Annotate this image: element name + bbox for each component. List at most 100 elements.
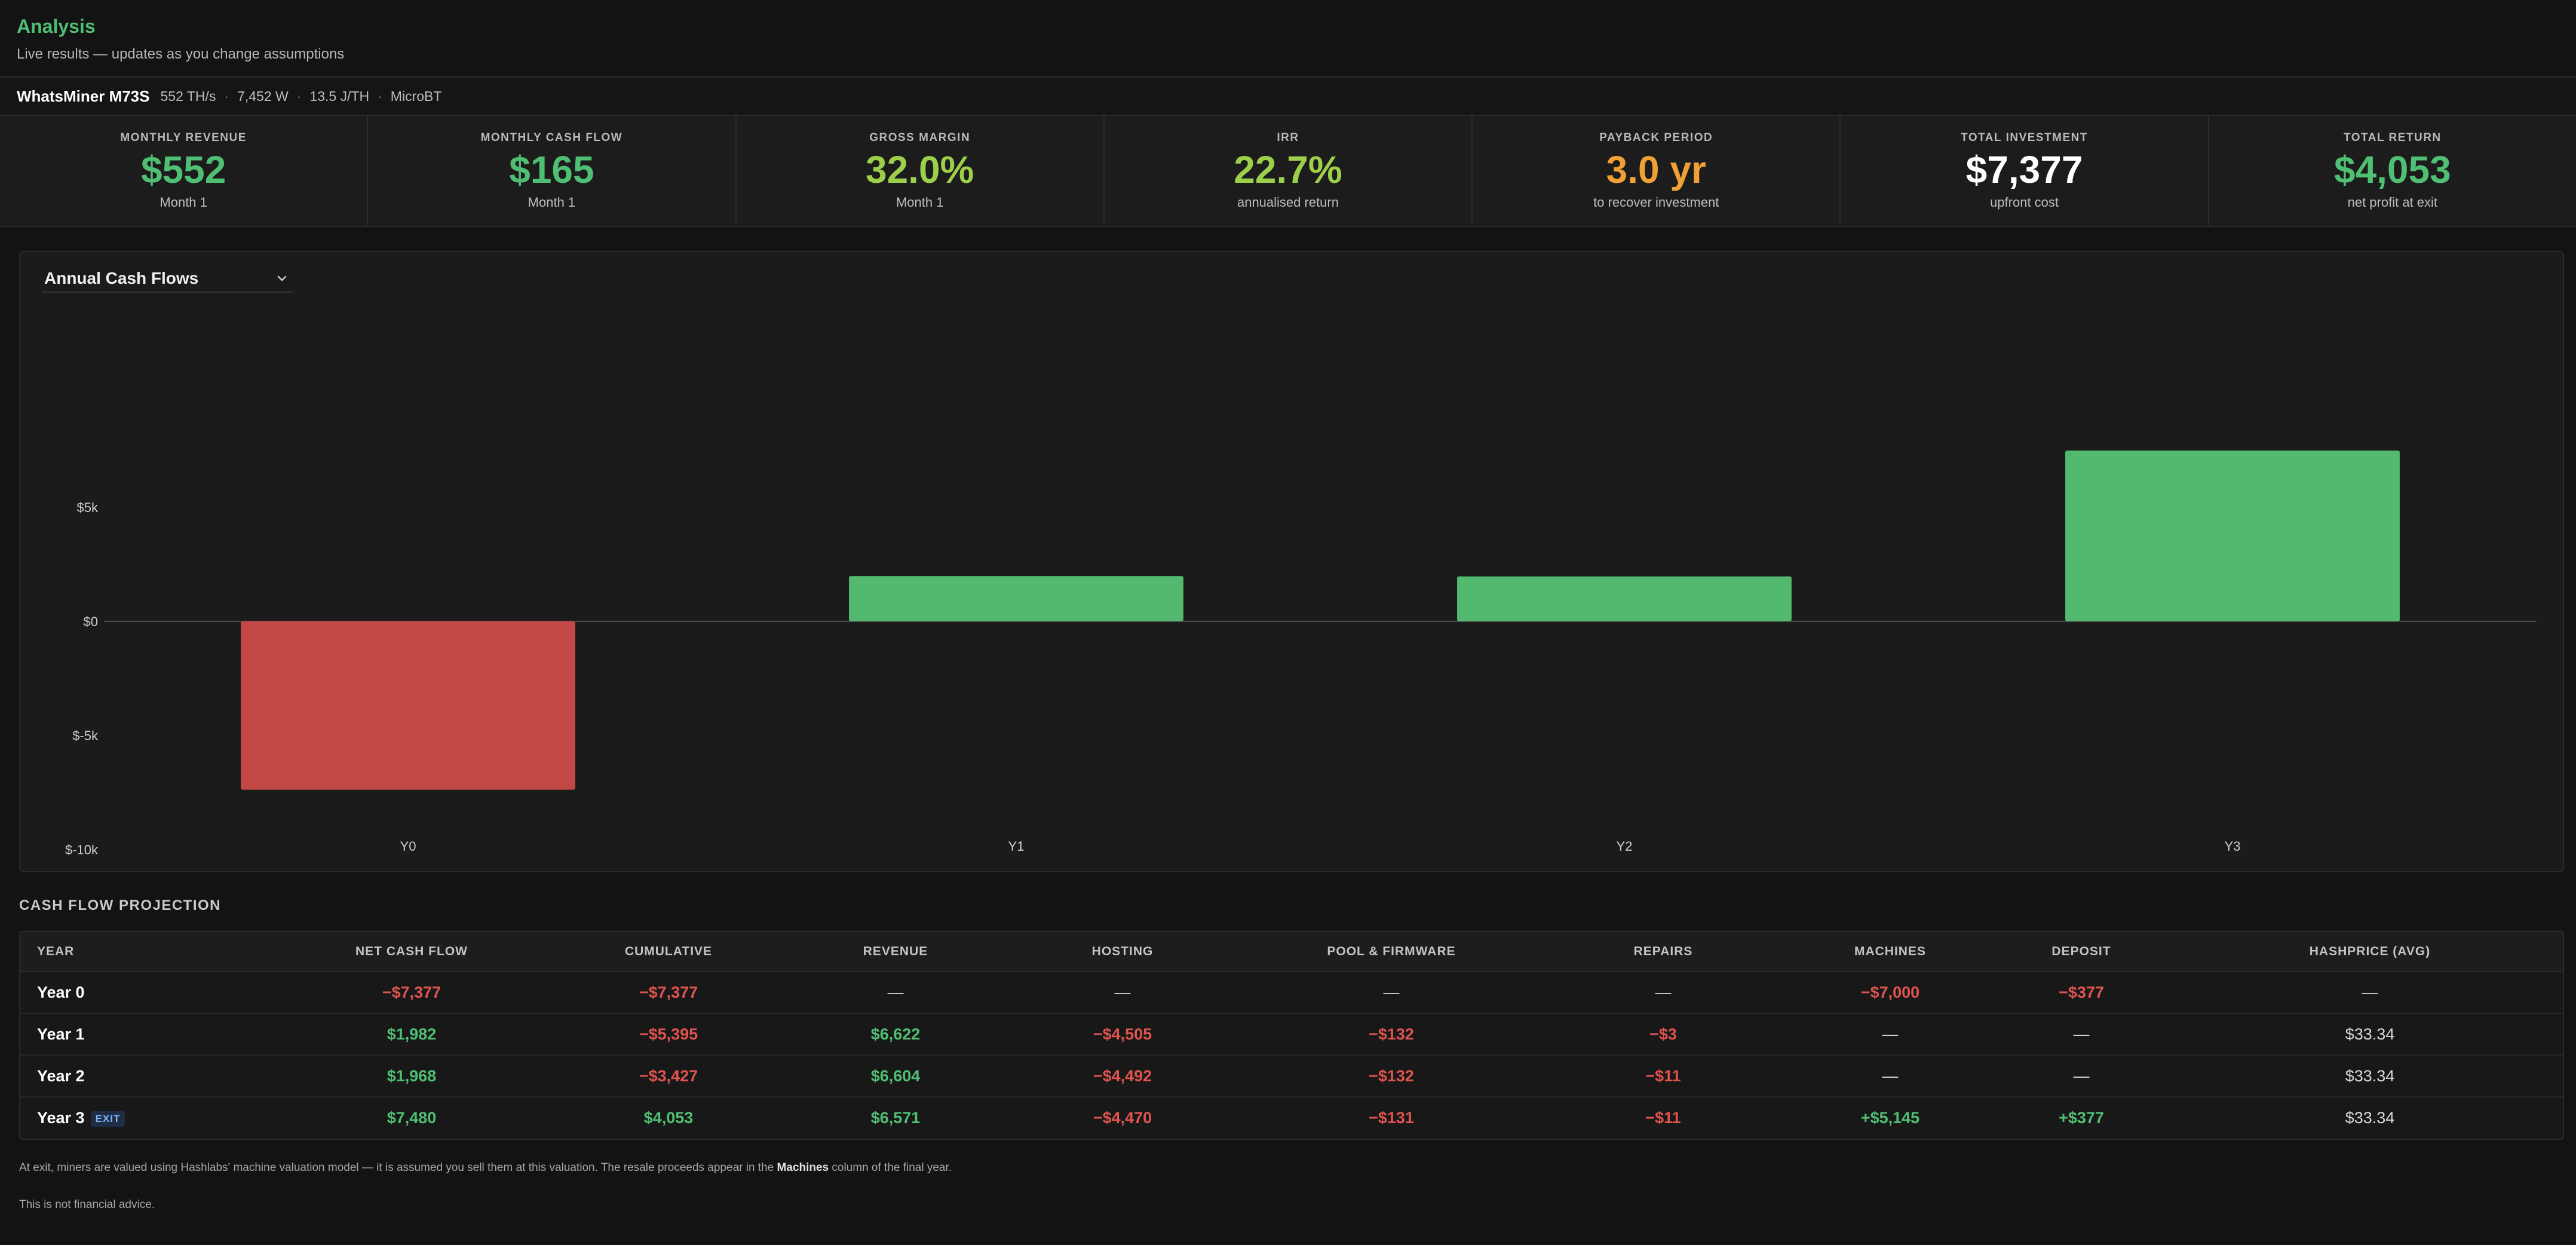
kpi-sub: Month 1 [896, 195, 944, 210]
kpi-monthly-cash-flow: MONTHLY CASH FLOW $165 Month 1 [368, 116, 737, 226]
exit-badge: EXIT [90, 1111, 125, 1127]
kpi-value: 32.0% [865, 148, 974, 191]
bar-y3[interactable] [2065, 450, 2400, 621]
model-power: 7,452 W [237, 88, 289, 104]
table-cell: −$131 [1369, 1109, 1414, 1127]
table-cell: −$4,470 [1093, 1109, 1152, 1127]
table-cell: — [1795, 1055, 1986, 1097]
model-hashrate: 552 TH/s [160, 88, 216, 104]
table-cell: +$377 [2059, 1109, 2104, 1127]
separator-dot: · [296, 88, 302, 104]
y-tick-label: $-5k [72, 728, 99, 743]
column-header: YEAR [20, 932, 283, 972]
table-cell: $33.34 [2345, 1109, 2395, 1127]
table-cell: −$7,000 [1795, 971, 1986, 1014]
kpi-sub: Month 1 [160, 195, 207, 210]
kpi-label: MONTHLY REVENUE [120, 131, 247, 144]
kpi-label: TOTAL RETURN [2343, 131, 2442, 144]
table-cell: $33.34 [2177, 1055, 2563, 1097]
table-row: Year 1 $1,982 −$5,395 $6,622 −$4,505 −$132 −$3… [20, 1013, 2563, 1056]
model-summary-bar: WhatsMiner M73S 552 TH/s · 7,452 W · 13.… [0, 76, 2576, 116]
table-cell: −$3,427 [540, 1055, 797, 1097]
table-cell: −$7,377 [540, 971, 797, 1014]
table-cell: — [2177, 971, 2563, 1014]
year-label: Year 2 [37, 1066, 85, 1085]
y-tick-label: $0 [84, 614, 98, 629]
chart-card: $5k $0 $-5k $-10k Y0 Y1 Y2 Y3 Annual Cash Flows [19, 251, 2564, 872]
table-row: Year 3 EXIT $7,480 $4,053 $6,571 −$4,470 −$131… [20, 1097, 2563, 1139]
kpi-payback-period: PAYBACK PERIOD 3.0 yr to recover investm… [1473, 116, 1841, 226]
table-cell: −$11 [1645, 1109, 1681, 1127]
table-cell: $6,604 [797, 1055, 994, 1097]
kpi-gross-margin: GROSS MARGIN 32.0% Month 1 [737, 116, 1105, 226]
section-title: CASH FLOW PROJECTION [19, 897, 222, 913]
chart-type-select[interactable]: Annual Cash Flows [42, 265, 293, 293]
bar-y1[interactable] [849, 576, 1183, 621]
year-label: Year 1 [37, 1025, 85, 1043]
table-cell: — [1251, 971, 1532, 1014]
year-label: Year 3 [37, 1109, 85, 1127]
kpi-label: TOTAL INVESTMENT [1961, 131, 2089, 144]
year-cell: Year 2 [20, 1055, 283, 1097]
column-header: DEPOSIT [1986, 932, 2177, 972]
table-cell: −$5,395 [540, 1013, 797, 1056]
table-cell: −$132 [1251, 1013, 1532, 1056]
footnote-text-end: column of the final year. [829, 1161, 952, 1174]
table-cell: $6,622 [797, 1013, 994, 1056]
table-row: Year 2 $1,968 −$3,427 $6,604 −$4,492 −$132 −$1… [20, 1055, 2563, 1097]
year-cell: Year 3 EXIT [20, 1097, 283, 1139]
table-cell: −$4,505 [994, 1013, 1251, 1056]
x-tick-label: Y0 [400, 839, 416, 854]
table-header-row: YEAR NET CASH FLOW CUMULATIVE REVENUE HO… [20, 932, 2563, 972]
column-header: HOSTING [994, 932, 1251, 972]
year-label: Year 0 [37, 983, 85, 1001]
table-cell: −$132 [1251, 1055, 1532, 1097]
table-cell: — [1532, 971, 1795, 1014]
table-cell: — [994, 971, 1251, 1014]
page-header: Analysis Live results — updates as you c… [0, 0, 2576, 76]
table-cell: −$11 [1532, 1055, 1795, 1097]
kpi-value: $4,053 [2333, 148, 2451, 191]
disclaimer: This is not financial advice. [19, 1198, 155, 1211]
kpi-sub: net profit at exit [2347, 195, 2438, 210]
table-cell: — [797, 971, 994, 1014]
kpi-irr: IRR 22.7% annualised return [1105, 116, 1473, 226]
kpi-value: 22.7% [1234, 148, 1342, 191]
kpi-value: 3.0 yr [1606, 148, 1706, 191]
x-tick-label: Y1 [1008, 839, 1025, 854]
table-row: Year 0 −$7,377 −$7,377— — — — −$7,000 −$377— [20, 971, 2563, 1014]
table-cell: −$3 [1532, 1013, 1795, 1056]
separator-dot: · [224, 88, 229, 104]
cash-flow-chart: $5k $0 $-5k $-10k Y0 Y1 Y2 Y3 [65, 450, 2537, 857]
footnote-text: At exit, miners are valued using Hashlab… [19, 1161, 777, 1174]
kpi-sub: Month 1 [528, 195, 576, 210]
column-header: CUMULATIVE [540, 932, 797, 972]
table-cell: $7,480 [387, 1109, 437, 1127]
bar-y2[interactable] [1457, 576, 1792, 621]
column-header: REVENUE [797, 932, 994, 972]
kpi-sub: to recover investment [1593, 195, 1719, 210]
kpi-value: $165 [509, 148, 594, 191]
kpi-monthly-revenue: MONTHLY REVENUE $552 Month 1 [0, 116, 369, 226]
separator-dot: · [378, 88, 382, 104]
bar-y0[interactable] [241, 621, 575, 790]
table-cell: $1,968 [283, 1055, 540, 1097]
year-cell: Year 1 [20, 1013, 283, 1056]
kpi-label: IRR [1277, 131, 1299, 144]
column-header: REPAIRS [1532, 932, 1795, 972]
column-header: POOL & FIRMWARE [1251, 932, 1532, 972]
chevron-down-icon [277, 275, 287, 281]
footnote-bold: Machines [777, 1161, 829, 1174]
table-cell: — [1986, 1055, 2177, 1097]
table-cell: — [1986, 1013, 2177, 1056]
table-cell: — [1795, 1013, 1986, 1056]
table-cell: $4,053 [643, 1109, 694, 1127]
x-tick-label: Y3 [2225, 839, 2241, 854]
table-cell: −$4,492 [994, 1055, 1251, 1097]
kpi-value: $7,377 [1965, 148, 2083, 191]
model-efficiency: 13.5 J/TH [309, 88, 370, 104]
kpi-label: GROSS MARGIN [869, 131, 971, 144]
y-tick-label: $-10k [65, 842, 99, 857]
kpi-total-return: TOTAL RETURN $4,053 net profit at exit [2209, 116, 2576, 226]
kpi-sub: upfront cost [1990, 195, 2059, 210]
